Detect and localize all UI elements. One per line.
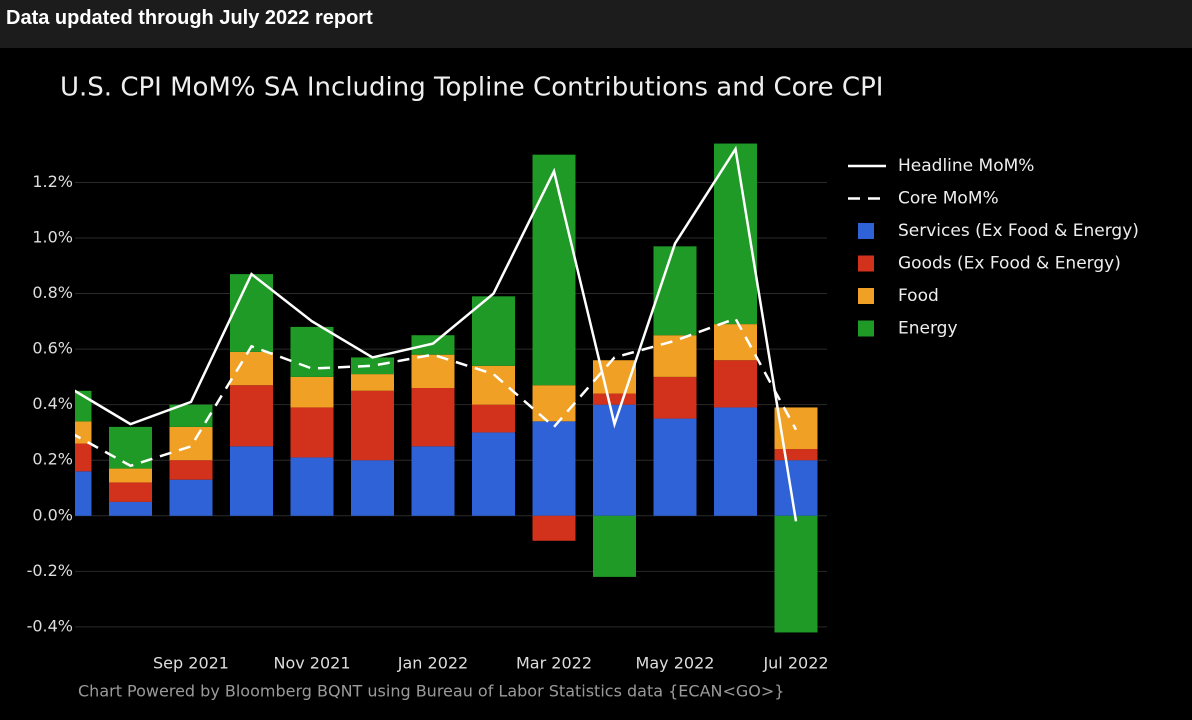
y-tick-label: -0.4%: [27, 616, 73, 635]
legend-swatch: [858, 255, 874, 272]
bar: [230, 274, 273, 352]
bar: [230, 351, 273, 386]
bar: [411, 388, 455, 447]
bar: [351, 374, 394, 391]
y-tick-label: 0.6%: [32, 339, 73, 358]
legend-label: Core MoM%: [898, 189, 999, 209]
bar: [351, 460, 394, 516]
bar: [593, 515, 636, 577]
bar: [472, 432, 515, 516]
x-tick-label: Sep 2021: [153, 654, 229, 673]
x-tick-label: Nov 2021: [273, 654, 350, 673]
x-tick-label: Jul 2022: [762, 654, 828, 673]
bar: [109, 482, 152, 502]
bar: [230, 446, 273, 516]
bar: [774, 515, 818, 633]
bar: [351, 390, 394, 461]
x-tick-label: Jan 2022: [397, 654, 468, 673]
bar: [653, 376, 697, 419]
bar: [290, 407, 334, 458]
bar: [109, 426, 152, 469]
bar: [653, 418, 697, 516]
bar: [532, 385, 576, 422]
bar: [472, 296, 515, 366]
bar: [75, 443, 92, 472]
bar: [75, 421, 92, 444]
bar: [532, 421, 576, 516]
bar: [169, 479, 213, 516]
legend-label: Goods (Ex Food & Energy): [898, 254, 1121, 274]
bar: [593, 393, 636, 405]
legend-label: Headline MoM%: [898, 156, 1034, 176]
bar: [714, 324, 757, 361]
y-tick-label: 0.4%: [32, 394, 73, 413]
bar: [774, 449, 818, 461]
line: [75, 145, 798, 522]
bar: [169, 460, 213, 480]
y-tick-label: 0.2%: [32, 450, 73, 469]
chart-title: U.S. CPI MoM% SA Including Topline Contr…: [60, 73, 883, 103]
header-bar: Data updated through July 2022 report: [0, 0, 1192, 48]
y-tick-label: 0.0%: [32, 505, 73, 524]
legend-label: Food: [898, 286, 939, 306]
bar: [230, 385, 273, 447]
legend-swatch: [858, 288, 874, 304]
y-tick-label: 0.8%: [32, 283, 73, 302]
bar: [653, 335, 697, 377]
bar: [714, 407, 757, 516]
footnote: Chart Powered by Bloomberg BQNT using Bu…: [78, 682, 784, 701]
bar: [290, 376, 334, 408]
bar: [774, 460, 818, 516]
chart: U.S. CPI MoM% SA Including Topline Contr…: [27, 73, 1139, 701]
bar: [351, 357, 394, 375]
bar: [532, 515, 576, 541]
bar: [411, 446, 455, 516]
bar: [169, 404, 213, 427]
x-tick-label: May 2022: [636, 654, 715, 673]
bar: [290, 326, 334, 377]
legend-swatch: [858, 223, 874, 239]
bar: [472, 404, 515, 433]
bar: [653, 246, 697, 336]
bar: [472, 365, 515, 405]
header-text: Data updated through July 2022 report: [6, 7, 373, 29]
x-tick-label: Mar 2022: [516, 654, 592, 673]
y-tick-label: 1.0%: [32, 228, 73, 247]
bar: [169, 426, 213, 461]
bar: [411, 335, 455, 355]
bar: [532, 154, 576, 386]
legend-label: Services (Ex Food & Energy): [898, 221, 1139, 241]
bar: [75, 471, 92, 516]
y-tick-label: -0.2%: [27, 561, 73, 580]
bar: [290, 457, 334, 516]
legend-swatch: [858, 320, 874, 337]
bar: [109, 468, 152, 483]
y-tick-label: 1.2%: [32, 172, 73, 191]
bar: [109, 501, 152, 516]
bar: [714, 360, 757, 408]
legend-label: Energy: [898, 319, 958, 339]
